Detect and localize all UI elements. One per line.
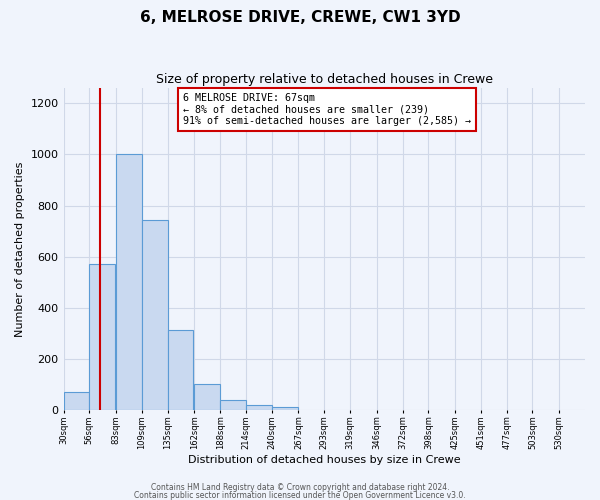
Text: 6, MELROSE DRIVE, CREWE, CW1 3YD: 6, MELROSE DRIVE, CREWE, CW1 3YD: [140, 10, 460, 25]
Bar: [142, 220, 167, 410]
Y-axis label: Number of detached properties: Number of detached properties: [15, 162, 25, 336]
Bar: [167, 330, 193, 410]
Bar: [89, 264, 115, 410]
Bar: [116, 154, 142, 410]
X-axis label: Distribution of detached houses by size in Crewe: Distribution of detached houses by size …: [188, 455, 461, 465]
Bar: [246, 405, 272, 410]
Bar: [272, 408, 298, 410]
Text: 6 MELROSE DRIVE: 67sqm
← 8% of detached houses are smaller (239)
91% of semi-det: 6 MELROSE DRIVE: 67sqm ← 8% of detached …: [184, 93, 472, 126]
Text: Contains HM Land Registry data © Crown copyright and database right 2024.: Contains HM Land Registry data © Crown c…: [151, 484, 449, 492]
Text: Contains public sector information licensed under the Open Government Licence v3: Contains public sector information licen…: [134, 490, 466, 500]
Title: Size of property relative to detached houses in Crewe: Size of property relative to detached ho…: [156, 72, 493, 86]
Bar: [64, 392, 89, 410]
Bar: [220, 400, 246, 410]
Bar: [194, 384, 220, 410]
